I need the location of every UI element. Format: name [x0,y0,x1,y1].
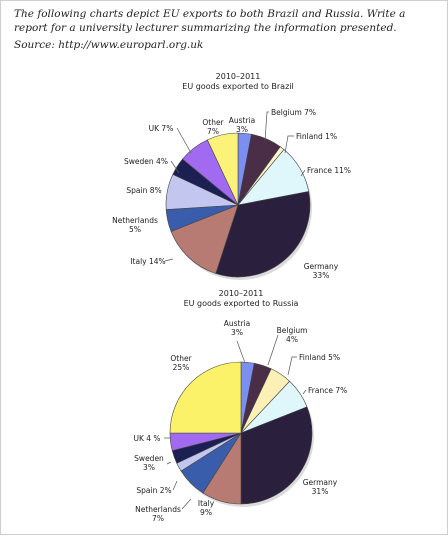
slice-label-france: France 11% [307,166,351,175]
leader-line-finland [284,135,294,154]
task-prompt: The following charts depict EU exports t… [14,7,439,52]
slice-label-finland: Finland 1% [296,132,337,141]
slice-label-uk: UK 7% [149,124,174,133]
chart-subtitle: EU goods exported to Brazil [182,82,293,91]
pie-slice-germany [240,406,313,505]
slice-label-other: Other 25% [170,354,192,372]
slice-label-italy: Italy 9% [198,499,215,517]
leader-line-sweden [170,160,180,174]
source-text: Source: http://www.europarl.org.uk [14,39,204,51]
leader-line-uk [176,127,192,154]
leader-line-netherlands [181,498,192,510]
leader-line-finland [287,356,297,376]
slice-label-netherlands: Netherlands 7% [135,505,181,523]
slice-label-austria: Austria 3% [224,319,251,337]
leader-line-spain [172,480,178,491]
leader-line-france [302,389,307,395]
slice-label-belgium: Belgium 7% [271,108,316,117]
slice-label-netherlands: Netherlands 5% [112,216,158,234]
slice-label-france: France 7% [308,386,347,395]
pie-slice-other [169,361,242,434]
leader-line-sweden [166,461,172,465]
slice-label-finland: Finland 5% [299,353,340,362]
leader-line-italy [164,258,174,262]
leader-line-belgium [264,111,269,142]
pie-slice-italy [170,204,239,274]
slice-label-other: Other 7% [202,118,224,136]
slice-label-italy: Italy 14% [130,257,165,266]
pie-slice-other [206,132,239,206]
slice-label-belgium: Belgium 4% [277,326,308,344]
slice-label-germany: Germany 31% [303,478,338,496]
chart-title: 2010–2011 [216,72,261,81]
slice-label-germany: Germany 33% [304,262,339,280]
slice-label-sweden: Sweden 3% [134,454,164,472]
slice-label-spain: Spain 8% [126,186,161,195]
leader-line-belgium [267,334,279,366]
chart-subtitle: EU goods exported to Russia [184,299,299,308]
slice-label-sweden: Sweden 4% [124,157,168,166]
chart-title: 2010–2011 [219,289,264,298]
pie-slice-germany [215,191,311,278]
slice-label-uk: UK 4 % [133,434,160,443]
instruction-text: The following charts depict EU exports t… [14,8,406,34]
slice-label-spain: Spain 2% [136,486,171,495]
leader-line-france [300,169,306,177]
leader-line-austria [236,340,246,364]
slice-label-austria: Austria 3% [229,116,256,134]
